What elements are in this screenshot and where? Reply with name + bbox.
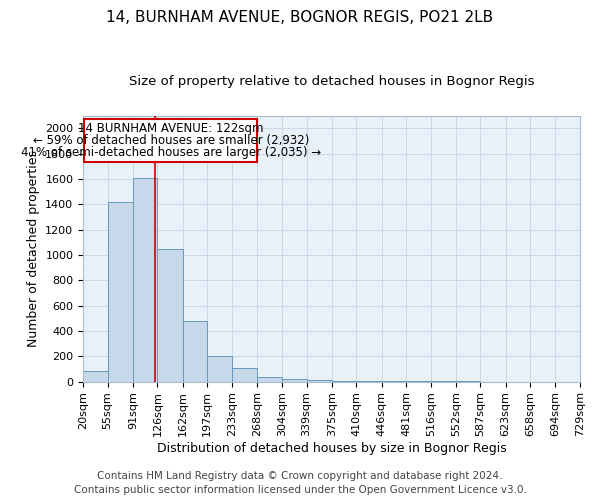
Text: Contains HM Land Registry data © Crown copyright and database right 2024.
Contai: Contains HM Land Registry data © Crown c… xyxy=(74,471,526,495)
Bar xyxy=(207,356,232,382)
Text: 14 BURNHAM AVENUE: 122sqm: 14 BURNHAM AVENUE: 122sqm xyxy=(78,122,263,135)
Bar xyxy=(157,248,182,382)
Text: 41% of semi-detached houses are larger (2,035) →: 41% of semi-detached houses are larger (… xyxy=(20,146,321,160)
Bar xyxy=(307,380,332,382)
Bar xyxy=(133,178,157,382)
Bar xyxy=(332,381,356,382)
Text: ← 59% of detached houses are smaller (2,932): ← 59% of detached houses are smaller (2,… xyxy=(32,134,309,147)
Bar xyxy=(257,377,282,382)
FancyBboxPatch shape xyxy=(85,118,257,162)
X-axis label: Distribution of detached houses by size in Bognor Regis: Distribution of detached houses by size … xyxy=(157,442,506,455)
Text: 14, BURNHAM AVENUE, BOGNOR REGIS, PO21 2LB: 14, BURNHAM AVENUE, BOGNOR REGIS, PO21 2… xyxy=(106,10,494,25)
Y-axis label: Number of detached properties: Number of detached properties xyxy=(26,150,40,347)
Bar xyxy=(182,321,207,382)
Bar xyxy=(83,372,107,382)
Bar xyxy=(282,379,307,382)
Title: Size of property relative to detached houses in Bognor Regis: Size of property relative to detached ho… xyxy=(129,75,534,88)
Bar xyxy=(107,202,133,382)
Bar xyxy=(232,368,257,382)
